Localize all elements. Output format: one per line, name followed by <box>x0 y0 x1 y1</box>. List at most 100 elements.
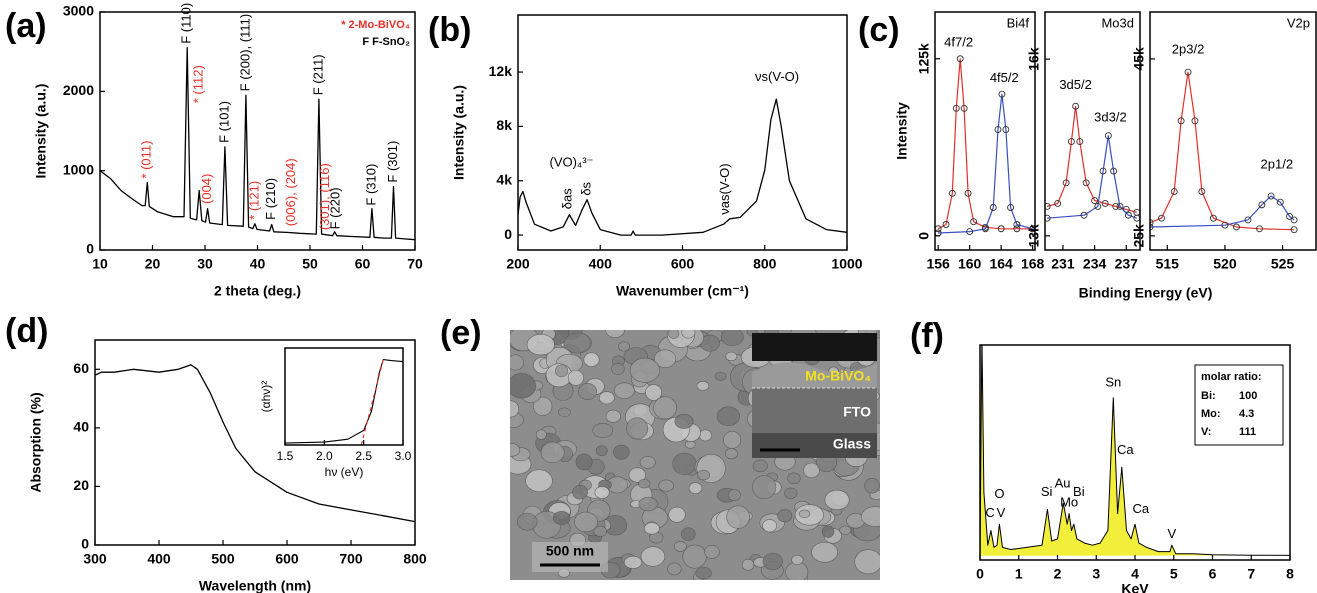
grain <box>623 555 643 569</box>
grain <box>674 413 694 429</box>
x-tick-label: 400 <box>589 256 613 272</box>
x-tick-label: 800 <box>403 551 427 567</box>
plot-area <box>980 345 1290 556</box>
y-tick-label: 45k <box>1131 47 1147 71</box>
y-tick-label: 16k <box>1026 47 1042 71</box>
series-line <box>100 47 415 241</box>
grain <box>535 429 547 440</box>
grain <box>643 522 660 535</box>
x-tick-label: 1000 <box>831 256 862 272</box>
y-tick-label: 12k <box>489 63 513 79</box>
annotation: F (110) <box>179 3 194 44</box>
data-point <box>1244 216 1252 224</box>
annotation: F (211) <box>310 54 325 95</box>
x-tick-label: 4 <box>1131 566 1139 582</box>
x-tick-label: 20 <box>145 256 161 272</box>
grain <box>784 487 798 499</box>
panel-label: (b) <box>428 11 471 49</box>
x-tick-label: 1 <box>1015 566 1023 582</box>
annotation: (VO)₄³⁻ <box>549 155 593 170</box>
grain <box>688 482 703 495</box>
grain <box>572 484 589 500</box>
legend-title: molar ratio: <box>1201 371 1262 383</box>
annotation: 3d5/2 <box>1059 77 1092 92</box>
x-tick-label: 525 <box>1271 256 1295 272</box>
y-axis-label: Intensity (a.u.) <box>33 84 49 179</box>
panel-label: (d) <box>5 312 48 350</box>
grain <box>741 558 755 571</box>
x-tick-label: 0 <box>976 566 984 582</box>
y-tick-label: 40 <box>73 419 89 435</box>
y-tick-label: 1000 <box>63 161 94 177</box>
legend-cell: V: <box>1201 426 1211 438</box>
y-tick-label: 0 <box>86 241 94 257</box>
plot-frame <box>284 347 404 446</box>
grain <box>824 489 850 511</box>
y-tick-label: 125k <box>916 43 932 74</box>
inset-glass <box>752 433 877 458</box>
data-point <box>994 126 1002 134</box>
inset-label: FTO <box>843 404 871 420</box>
grain <box>811 541 839 563</box>
data-point <box>1101 200 1109 207</box>
grain <box>698 429 712 442</box>
annotation: O <box>994 486 1004 501</box>
scale-bar-label: 500 nm <box>546 543 594 559</box>
x-tick-label: 234 <box>1083 256 1107 272</box>
grain <box>605 330 625 338</box>
data-point <box>1045 214 1051 222</box>
plot-area <box>95 364 415 523</box>
x-tick-label: 70 <box>407 256 423 272</box>
grain <box>533 396 553 416</box>
x-tick-label: 164 <box>989 256 1013 272</box>
annotation: νs(V-O) <box>755 69 799 84</box>
data-point <box>1104 132 1112 140</box>
annotation: F (220) <box>328 187 343 229</box>
x-tick-label: 300 <box>83 551 107 567</box>
plot-frame <box>934 11 1036 251</box>
grain <box>864 477 880 494</box>
data-point <box>966 228 974 236</box>
y-tick-label: 0 <box>81 536 89 552</box>
annotation: Si <box>1041 484 1053 499</box>
annotation: δs <box>579 181 594 195</box>
data-point <box>1082 179 1090 187</box>
legend-cell: 4.3 <box>1239 408 1254 420</box>
x-tick-label: 800 <box>753 256 777 272</box>
data-point <box>1007 204 1015 211</box>
x-tick-label: 700 <box>339 551 363 567</box>
annotation: * (112) <box>191 65 206 103</box>
data-point <box>970 218 978 226</box>
annotation: F (200), (111) <box>237 14 252 92</box>
data-point <box>964 189 972 197</box>
data-point <box>1177 117 1185 125</box>
grain <box>720 330 744 346</box>
panel-label: (f) <box>910 317 944 355</box>
data-point <box>1072 102 1080 110</box>
grain <box>839 525 852 535</box>
grain <box>592 423 614 438</box>
data-point <box>1045 202 1051 210</box>
data-point <box>942 221 950 228</box>
annotation: Au <box>1055 476 1071 491</box>
annotation: 4f7/2 <box>944 35 973 50</box>
panel-label: (c) <box>858 11 900 49</box>
x-tick-label: 515 <box>1156 256 1180 272</box>
y-tick-label: 8k <box>496 117 512 133</box>
grain <box>516 512 538 531</box>
x-axis-label: Wavenumber (cm⁻¹) <box>616 283 749 299</box>
grain <box>752 459 768 473</box>
annotation: Mo <box>1060 495 1078 510</box>
annotation: Bi <box>1073 484 1085 499</box>
subplot-label: Bi4f <box>1007 15 1030 30</box>
grain <box>854 549 880 575</box>
y-tick-label: 3000 <box>63 3 94 19</box>
data-point <box>1013 225 1021 233</box>
x-tick-label: 40 <box>250 256 266 272</box>
inset-label: Glass <box>833 436 871 452</box>
grain <box>716 406 741 426</box>
x-tick-label: 5 <box>1170 566 1178 582</box>
annotation: (301), (116) <box>317 163 332 230</box>
grain <box>762 519 777 533</box>
series-line <box>360 359 384 445</box>
